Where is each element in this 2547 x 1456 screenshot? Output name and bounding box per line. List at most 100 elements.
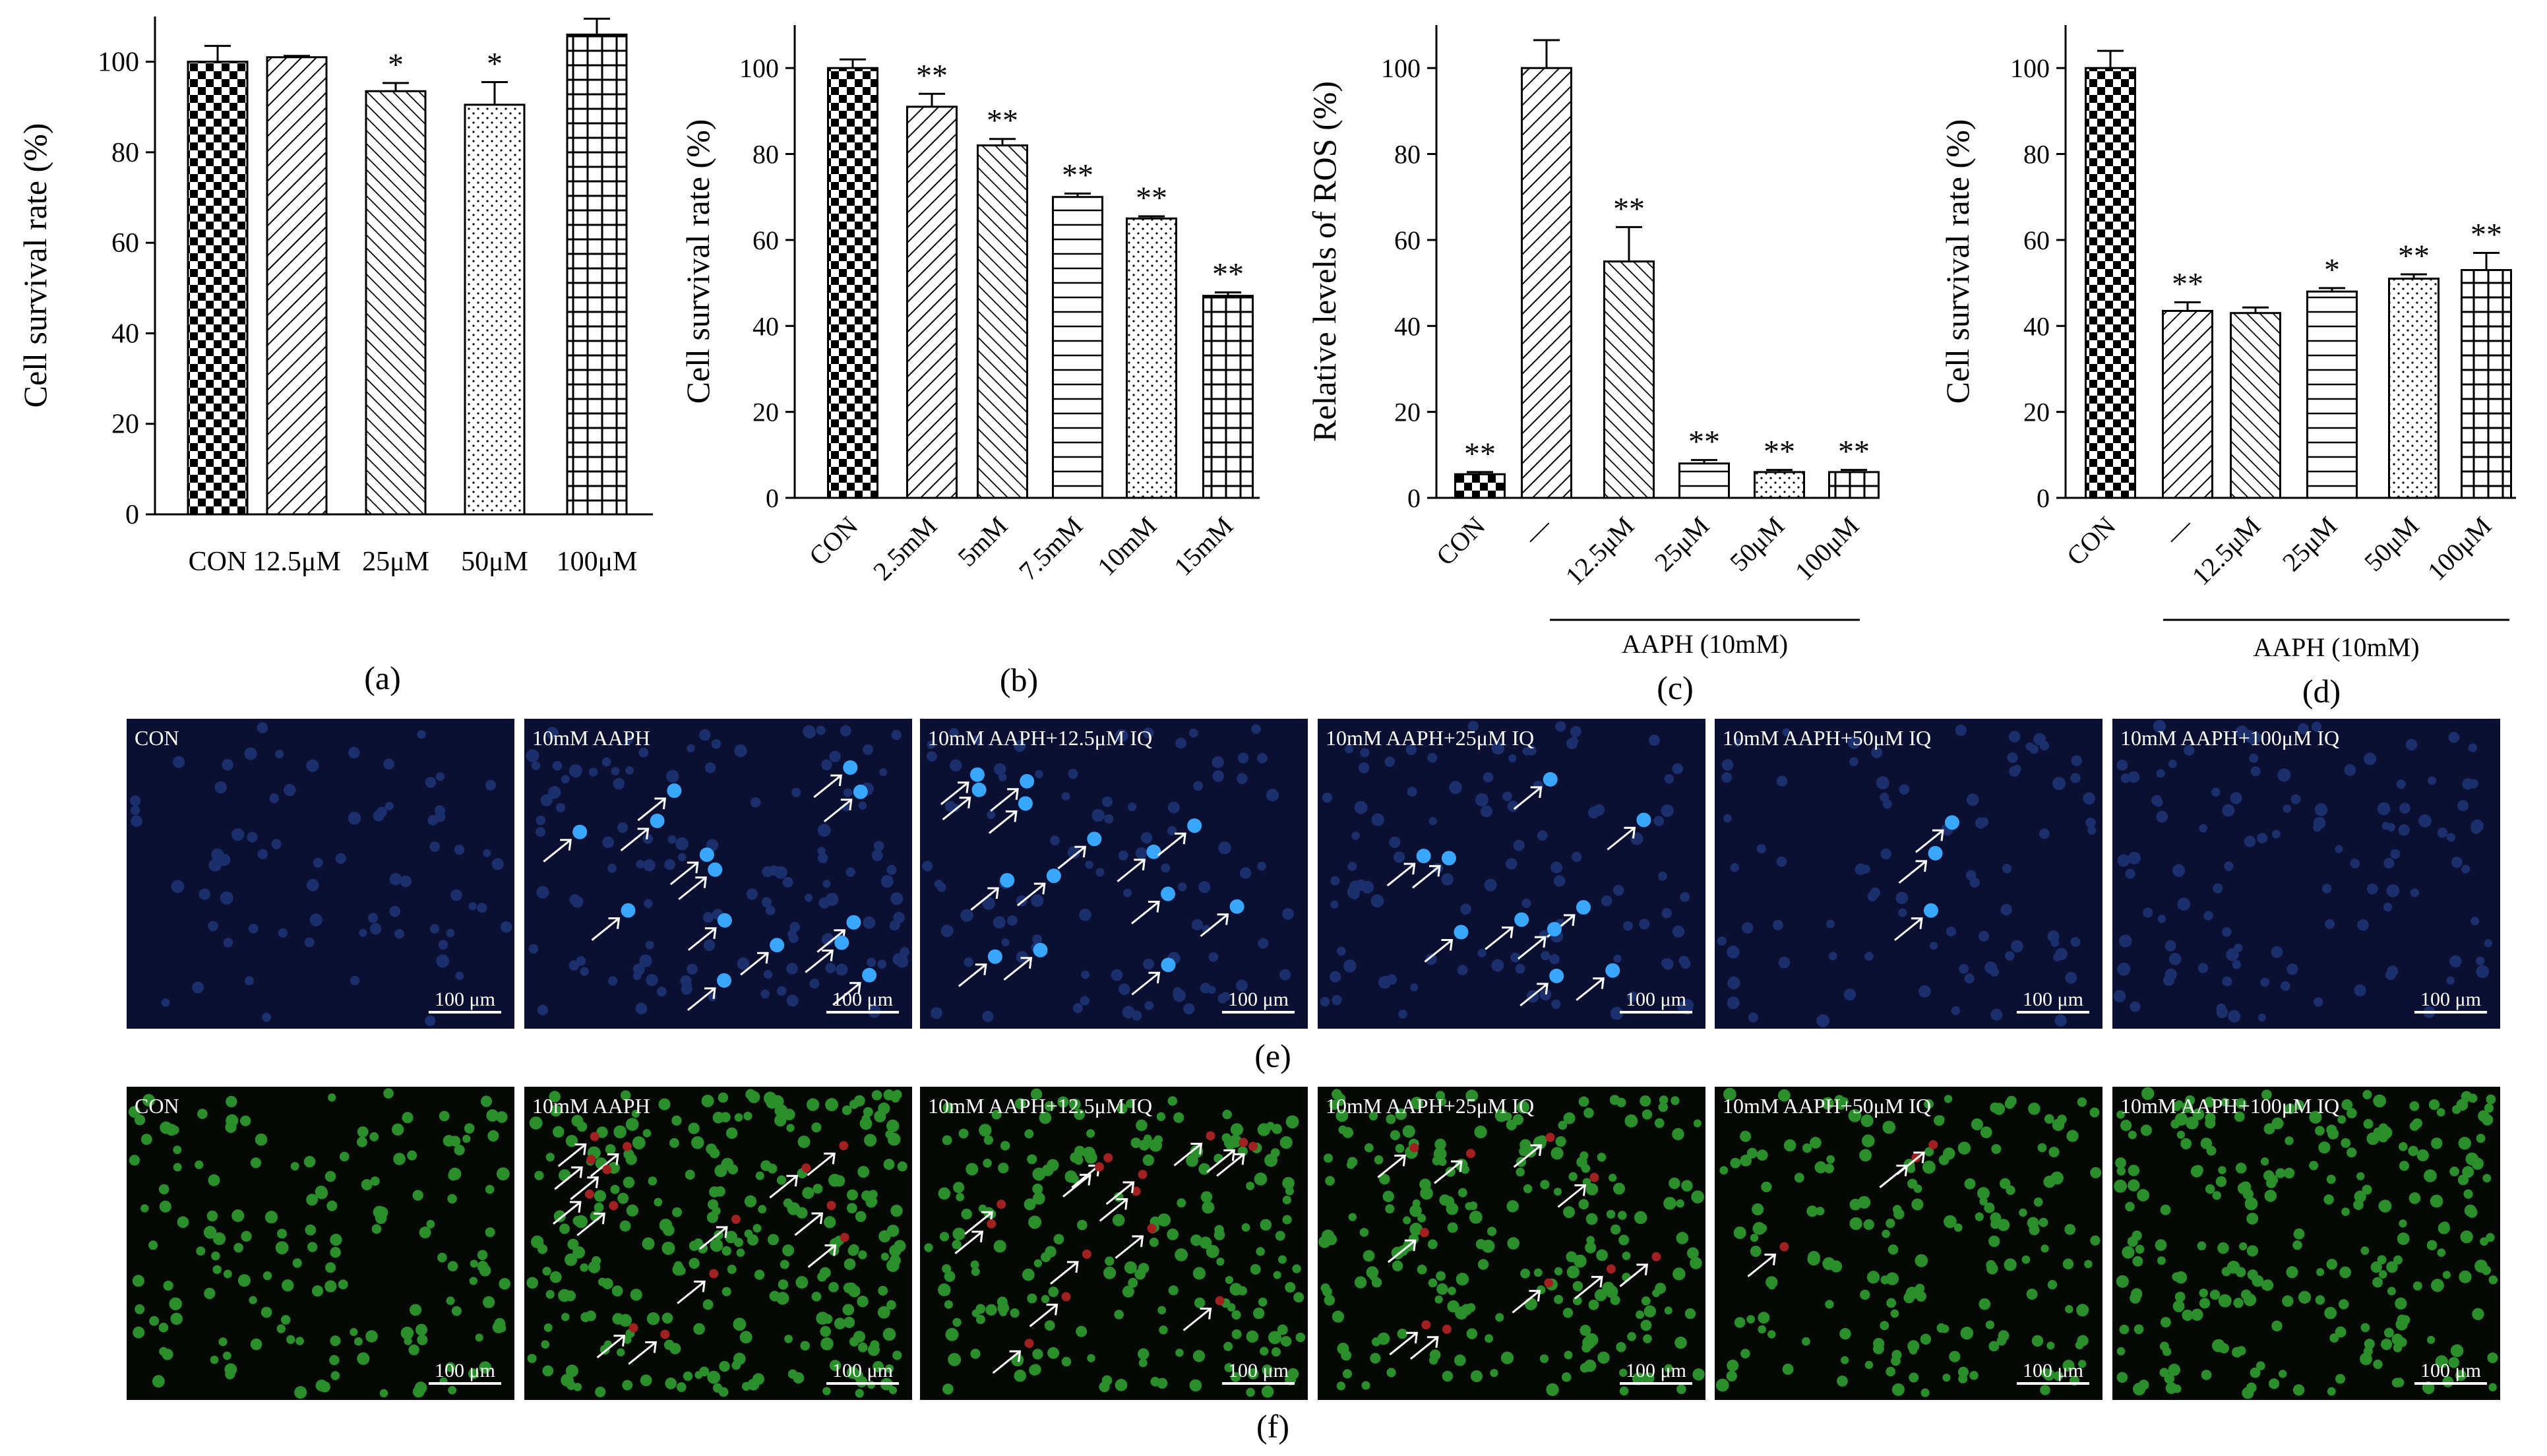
arrow-head-icon <box>704 927 717 939</box>
highlighted-cell <box>1046 868 1061 884</box>
cell <box>1619 1368 1628 1377</box>
cell <box>658 1098 671 1110</box>
cell <box>1634 1211 1647 1225</box>
cell <box>1659 1095 1669 1105</box>
arrow-head-icon <box>1134 859 1146 870</box>
cell <box>277 1228 287 1239</box>
cell <box>1551 999 1561 1009</box>
cell <box>1652 1289 1661 1298</box>
cell <box>1826 1155 1835 1164</box>
cell <box>1285 1115 1299 1129</box>
cell <box>2341 1207 2350 1216</box>
cell <box>2341 1099 2353 1110</box>
cell <box>2031 1335 2044 1347</box>
cell <box>1794 1172 1804 1183</box>
cell <box>1282 1176 1295 1190</box>
arrow-head-icon <box>830 774 843 787</box>
cell <box>632 971 642 981</box>
cell <box>1028 1215 1042 1229</box>
cell <box>666 770 679 783</box>
cell <box>1965 870 1977 881</box>
arrow-icon <box>699 1226 727 1250</box>
arrow-icon <box>769 1175 798 1199</box>
cell <box>1095 868 1105 877</box>
cell <box>2448 1356 2460 1368</box>
bar <box>2306 290 2358 499</box>
cell <box>561 1312 570 1321</box>
cell <box>1141 832 1153 844</box>
cell <box>683 1371 693 1381</box>
highlighted-cell <box>1421 1320 1431 1330</box>
cell <box>1572 1281 1583 1292</box>
cell <box>667 835 677 844</box>
cell <box>1636 1310 1645 1320</box>
cell <box>409 1304 421 1316</box>
bar <box>827 67 878 499</box>
cell <box>762 866 773 878</box>
arrow-head-icon <box>1009 1350 1022 1362</box>
arrow-head-icon <box>840 799 853 810</box>
cell <box>2128 1165 2140 1176</box>
cell <box>402 1112 414 1124</box>
cell <box>1403 1216 1411 1225</box>
cell <box>1623 921 1633 931</box>
cell <box>710 1238 723 1252</box>
cell <box>1752 1222 1766 1235</box>
cell <box>1254 1172 1268 1186</box>
cell <box>330 1335 341 1347</box>
cell <box>470 1259 478 1268</box>
cell <box>707 1370 721 1384</box>
cell <box>2440 1221 2450 1231</box>
cell <box>867 1381 875 1389</box>
cell <box>951 803 960 812</box>
cell <box>1895 892 1909 905</box>
highlighted-cell <box>1543 772 1558 787</box>
cell <box>2130 1292 2141 1304</box>
cell <box>303 1155 316 1168</box>
cell <box>1193 781 1204 791</box>
cell <box>661 1242 675 1255</box>
highlighted-cell <box>1606 1264 1616 1274</box>
cell <box>2206 1145 2217 1156</box>
cell <box>796 1207 808 1219</box>
cell <box>542 1267 551 1276</box>
cell <box>546 727 559 740</box>
cell <box>1397 1328 1408 1339</box>
cell <box>643 859 656 872</box>
x-tick-label: CON <box>189 547 247 577</box>
cell <box>1746 1147 1758 1159</box>
cell <box>1167 801 1180 814</box>
cell <box>2471 1157 2484 1170</box>
cell <box>148 1240 158 1250</box>
cell <box>1997 1219 2010 1231</box>
cell <box>1086 1129 1095 1138</box>
cell <box>774 1114 787 1127</box>
cell <box>720 1112 731 1122</box>
cell <box>2172 1300 2185 1312</box>
cell <box>1354 801 1368 814</box>
cell <box>1539 988 1552 1001</box>
cell <box>2362 1184 2372 1195</box>
cell <box>701 1095 714 1108</box>
cell <box>1871 746 1883 758</box>
arrow-icon <box>807 1153 836 1176</box>
cell <box>1368 1111 1378 1121</box>
cell <box>1385 1204 1395 1214</box>
cell <box>1915 1283 1925 1294</box>
cell <box>1438 1157 1447 1167</box>
cell <box>2373 1127 2383 1137</box>
cell <box>1986 1259 1996 1271</box>
cell <box>348 746 360 759</box>
cell <box>817 847 826 855</box>
cell <box>863 916 876 929</box>
cell <box>1808 1250 1820 1263</box>
cell <box>483 1296 495 1308</box>
cell <box>1691 1190 1704 1203</box>
cell <box>2174 1271 2188 1284</box>
arrow-icon <box>832 982 861 1006</box>
cell <box>671 1115 682 1126</box>
arrow-icon <box>557 1143 586 1167</box>
y-tick-label: 60 <box>2023 226 2050 255</box>
x-tick-label: 100μM <box>1789 511 1865 587</box>
cell <box>1084 1151 1097 1164</box>
